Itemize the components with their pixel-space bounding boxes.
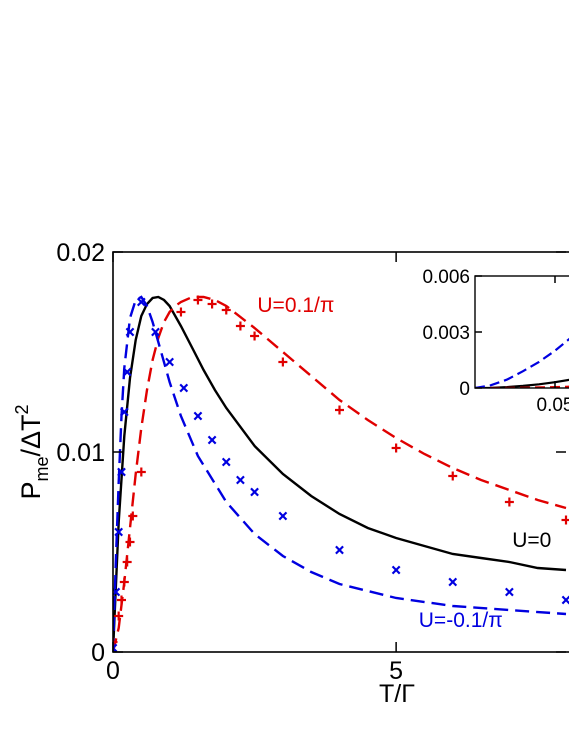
main-marker-u-0-1-pi-2	[114, 527, 124, 537]
main-y-tick-label-0: 0	[91, 639, 105, 667]
main-y-tick-label-1: 0.01	[56, 439, 105, 467]
inset-x-tick-label-0: 0.05	[537, 395, 569, 416]
main-annotation-u-0-1-pi: U=0.1/π	[257, 294, 334, 317]
main-marker-u-0-1-pi-16	[391, 443, 401, 453]
y-axis-label-rest: /ΔT	[16, 414, 46, 456]
main-marker-u-0-1-pi-0	[113, 643, 118, 652]
main-marker-u-0-1-pi-5	[122, 367, 132, 377]
inset-y-tick-label-2: 0.006	[422, 267, 470, 288]
main-marker-u-0-1-pi-11	[193, 411, 203, 421]
main-marker-u-0-1-pi-15	[250, 487, 259, 497]
main-marker-u-0-1-pi-4	[119, 407, 129, 417]
main-marker-u-0-1-pi-13	[250, 331, 260, 341]
inset-y-tick-label-0: 0	[459, 379, 470, 400]
y-axis-label-sub: me	[32, 457, 52, 482]
svg-text:Pme/ΔT2: Pme/ΔT2	[12, 404, 52, 499]
main-marker-u-0-1-pi-18	[391, 565, 401, 575]
main-marker-u-0-1-pi-5	[125, 537, 135, 547]
main-annotation-u-0-1-pi: U=-0.1/π	[419, 609, 503, 632]
main-y-tick-label-2: 0.02	[56, 239, 105, 267]
x-axis-label: T/Γ	[379, 680, 415, 708]
main-marker-u-0-1-pi-9	[193, 295, 203, 305]
y-axis-label-sup: 2	[12, 404, 32, 414]
main-marker-u-0-1-pi-21	[561, 595, 569, 605]
main-marker-u-0-1-pi-1	[114, 611, 124, 621]
main-marker-u-0-1-pi-18	[504, 497, 514, 507]
inset-series-line-u-0-1-pi	[475, 337, 569, 388]
main-marker-u-0-1-pi-14	[278, 357, 288, 367]
main-marker-u-0-1-pi-3	[117, 467, 126, 477]
main-ticks-group: 0 5 0 0.01 0.02	[56, 239, 566, 685]
main-series-group	[113, 295, 567, 652]
main-marker-u-0-1-pi-11	[221, 305, 231, 315]
main-markers-group	[113, 295, 569, 652]
inset-ticks-group: 0.05 0 0.003 0.006	[422, 267, 569, 416]
main-x-tick-label-1: 5	[389, 657, 403, 685]
main-marker-u-0-1-pi-12	[207, 435, 217, 445]
main-marker-u-0-1-pi-6	[125, 327, 135, 337]
main-marker-u-0-1-pi-16	[278, 511, 288, 521]
main-annotations-group: U=0.1/π U=0 U=-0.1/π	[257, 294, 551, 632]
main-marker-u-0-1-pi-12	[235, 321, 245, 331]
main-marker-u-0-1-pi-17	[335, 545, 344, 555]
main-marker-u-0-1-pi-9	[165, 357, 175, 367]
main-marker-u-0-1-pi-8	[151, 327, 160, 337]
main-marker-u-0-1-pi-7	[136, 467, 146, 477]
main-marker-u-0-1-pi-15	[335, 405, 344, 415]
main-marker-u-0-1-pi-6	[128, 511, 138, 521]
y-axis-label-main: P	[16, 482, 46, 500]
main-annotation-u-0: U=0	[512, 529, 551, 552]
main-marker-u-0-1-pi-20	[504, 587, 514, 597]
main-marker-u-0-1-pi-4	[122, 557, 132, 567]
main-chart: 0 5 0 0.01 0.02 U=0.1/π U=0 U=-0.1/π T/Γ Pme/Δ…	[12, 239, 569, 708]
main-marker-u-0-1-pi-14	[236, 475, 245, 485]
main-marker-u-0-1-pi-3	[119, 577, 129, 587]
y-axis-label: Pme/ΔT2	[12, 404, 52, 499]
main-marker-u-0-1-pi-10	[207, 299, 217, 309]
inset-background	[475, 276, 569, 388]
main-marker-u-0-1-pi-17	[448, 471, 458, 481]
main-marker-u-0-1-pi-7	[136, 297, 146, 307]
main-x-tick-label-0: 0	[106, 657, 120, 685]
inset-chart: 0.05 0 0.003 0.006	[422, 267, 569, 416]
main-marker-u-0-1-pi-19	[448, 577, 458, 587]
main-marker-u-0-1-pi-13	[221, 457, 231, 467]
main-series-line-u-0-1-pi	[113, 295, 567, 652]
main-series-line-u-0	[113, 295, 567, 652]
main-marker-u-0-1-pi-19	[561, 515, 569, 525]
main-marker-u-0-1-pi-10	[179, 383, 189, 393]
main-marker-u-0-1-pi-8	[176, 307, 186, 317]
main-series-line-u-0-1-pi	[113, 295, 567, 652]
inset-y-tick-label-1: 0.003	[422, 323, 470, 344]
main-marker-u-0-1-pi-2	[116, 595, 126, 605]
main-marker-u-0-1-pi-0	[113, 637, 118, 647]
